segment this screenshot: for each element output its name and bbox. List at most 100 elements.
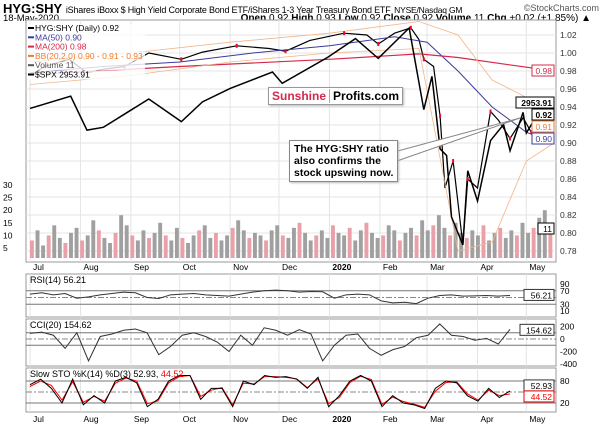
volume-tick-label: 5 [3,243,8,253]
series-line-spx [29,26,555,246]
volume-bar [548,232,553,258]
sto-k-line [29,374,511,410]
volume-bar [41,245,46,258]
volume-bar [470,230,475,258]
value-tag-ma50-box [531,132,555,145]
volume-bar [342,235,347,258]
volume-bar [531,227,536,258]
rsi-tick: 90 [560,279,570,289]
volume-bar [280,235,285,258]
sto-tick: 80 [560,376,570,386]
volume-bar [353,240,358,258]
volume-bar [180,237,185,258]
volume-bar [119,215,124,258]
candle-down [530,130,533,135]
legend-bg [27,24,145,33]
rsi-value-tag: 56.21 [531,290,553,300]
volume-bar [96,230,101,258]
x-tick-label: Apr [481,262,494,272]
legend-spx: $SPX 2953.91 [35,70,90,80]
volume-bar [459,232,464,258]
volume-bar [336,232,341,258]
value-tag-ma200-box [531,64,555,77]
volume-bar [57,237,62,258]
volume-bar [409,227,413,258]
value-tag-spx-box [515,96,555,109]
sto-label-d: 44.52 [161,369,184,379]
value-tag-ratio: 0.92 [535,110,552,120]
legend-bg [27,42,145,52]
candle-down [235,43,238,48]
rsi-value-tag-box [523,288,555,301]
sto-k-value-tag: 52.93 [531,381,553,391]
value-tag-bb_upper: 0.91 [535,122,552,132]
volume-bar [124,225,129,258]
rsi-label: RSI(14) 56.21 [30,275,86,285]
volume-tick-label: 10 [3,230,13,240]
cci-tick: -200 [560,347,577,357]
volume-tick-label: 15 [3,218,13,228]
volume-bar [403,232,408,258]
volume-bar [425,230,430,258]
y-tick-label: 0.86 [560,174,577,184]
y-tick-label: 0.94 [560,102,577,112]
symbol: HYG:SHY [3,1,63,16]
volume-bar [420,220,425,258]
x-tick-label-bottom: Aug [83,414,98,424]
legend-bg [27,70,145,80]
volume-bar [46,235,51,258]
volume-bar [102,237,107,258]
cci-line [29,323,511,363]
value-tag-ma50: 0.90 [535,134,552,144]
y-tick-label: 0.98 [560,66,577,76]
volume-bar [158,222,163,258]
volume-bar [141,230,146,258]
volume-tick-label: 25 [3,193,13,203]
volume-bar [303,232,308,258]
candle-down [409,25,412,30]
volume-bar [264,240,269,258]
panel-frame [25,318,557,367]
x-tick-label-bottom: Sep [134,414,149,424]
volume-bar [202,225,207,258]
volume-bar [130,235,135,258]
x-tick-label-bottom: May [529,414,546,424]
volume-bar [147,237,151,258]
y-tick-label: 0.92 [560,120,577,130]
rsi-line [29,289,511,305]
volume-bar [520,222,525,258]
ohlc-readout: Open 0.92 High 0.93 Low 0.92 Close 0.92 … [240,13,591,24]
volume-bar [197,230,202,258]
brand: ©StockCharts.com [523,3,599,13]
volume-bar [464,237,469,258]
x-tick-label: May [529,262,546,272]
y-tick-label: 0.82 [560,210,577,220]
volume-bar [386,225,391,258]
volume-bar [230,227,235,258]
series-line-ma200 [29,53,555,76]
volume-bar [169,240,174,258]
volume-bar [258,235,263,258]
volume-bar [225,235,230,258]
volume-bar [448,235,452,258]
volume-bar [375,237,380,258]
legend-ratio: HYG:SHY (Daily) 0.92 [35,23,119,33]
watermark: Sunshine Profits.com [268,87,404,105]
x-tick-label: Mar [430,262,445,272]
candle-down [489,109,492,114]
value-tag-volume: 11 [543,224,552,234]
cci-value-tag: 154.62 [526,325,552,335]
x-tick-label-bottom: Nov [233,414,249,424]
volume-bar [292,227,296,258]
y-tick-label: 0.78 [560,246,577,256]
value-tag-ratio-box [531,108,555,121]
volume-bar [358,230,363,258]
cci-tick: -400 [560,359,577,369]
y-tick-label: 0.80 [560,228,577,238]
volume-bar [135,240,140,258]
panel-frame [25,273,557,318]
volume-bar [69,232,73,258]
volume-bar [492,232,497,258]
exchange: NYSE/Nasdaq GM [394,5,463,15]
x-tick-label: Jul [33,262,44,272]
